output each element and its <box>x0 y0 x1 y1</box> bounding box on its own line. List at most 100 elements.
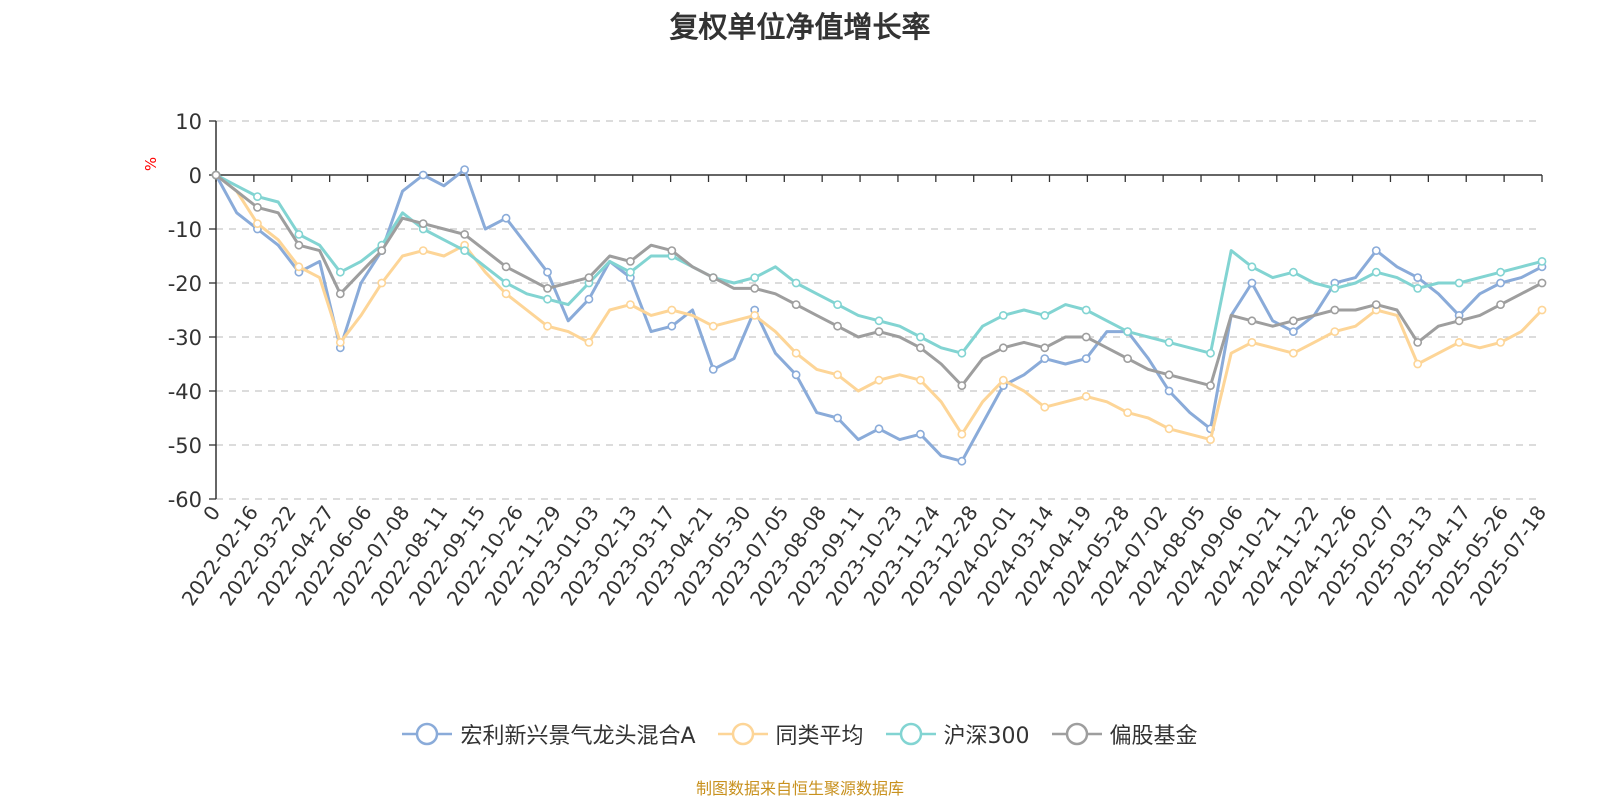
legend-label: 偏股基金 <box>1109 724 1198 749</box>
series-point <box>1081 354 1091 363</box>
series-point <box>211 170 221 180</box>
series-point <box>1413 359 1423 369</box>
series-point <box>1164 424 1174 434</box>
legend-item[interactable]: 沪深300 <box>885 718 1030 750</box>
series-point <box>1247 262 1257 272</box>
series-point <box>625 267 635 277</box>
series-point <box>1164 386 1174 396</box>
series-point <box>1123 408 1133 417</box>
series-point <box>1081 305 1091 315</box>
series-point <box>625 300 635 309</box>
series-point <box>584 294 594 304</box>
series-point <box>708 321 718 331</box>
legend-item[interactable]: 同类平均 <box>717 718 864 750</box>
series-point <box>1330 327 1340 336</box>
series-point <box>874 327 884 336</box>
legend-item[interactable]: 偏股基金 <box>1051 718 1198 750</box>
series-point <box>294 229 304 239</box>
series-point <box>1371 246 1381 255</box>
series-point <box>294 240 304 250</box>
series-point <box>501 262 511 272</box>
series-point <box>625 256 635 266</box>
series-point <box>1206 435 1215 444</box>
series-line-2 <box>215 173 1544 442</box>
series-point <box>916 332 925 342</box>
series-point <box>1040 343 1050 353</box>
y-tick-label: -20 <box>168 272 202 296</box>
series-point <box>1496 267 1505 277</box>
series-point <box>1123 354 1133 363</box>
series-point <box>791 348 801 358</box>
series-point <box>1206 348 1215 358</box>
series-point <box>833 413 842 423</box>
series-point <box>543 283 552 293</box>
series-point <box>916 343 925 353</box>
series-point <box>1247 278 1257 288</box>
series-point <box>1247 316 1257 326</box>
series-point <box>460 229 470 239</box>
series-point <box>916 429 925 439</box>
y-tick-label: -60 <box>168 488 202 512</box>
series-point <box>998 343 1008 353</box>
series-point <box>501 278 511 288</box>
legend-label: 同类平均 <box>775 724 864 749</box>
series-point <box>833 300 842 309</box>
series-point <box>1454 278 1464 288</box>
series-point <box>874 375 884 385</box>
y-tick-label: 0 <box>189 164 202 188</box>
series-point <box>1288 348 1298 358</box>
series-point <box>1371 267 1381 277</box>
series-point <box>708 364 718 374</box>
series-point <box>418 170 428 180</box>
series-point <box>1081 391 1091 401</box>
x-tick-label: 0 <box>198 501 225 525</box>
y-tick-label: -30 <box>168 326 202 350</box>
series-point <box>1288 267 1298 277</box>
series-point <box>874 316 884 326</box>
series-point <box>501 289 511 299</box>
series-point <box>1040 402 1050 412</box>
series-point <box>1413 283 1423 293</box>
series-point <box>1454 337 1464 347</box>
series-point <box>791 300 801 309</box>
legend: 宏利新兴景气龙头混合A 同类平均 沪深300 偏股基金 <box>0 718 1600 750</box>
y-tick-label: -50 <box>168 434 202 458</box>
series-point <box>418 246 428 255</box>
legend-label: 沪深300 <box>943 724 1030 749</box>
legend-item[interactable]: 宏利新兴景气龙头混合A <box>402 718 696 750</box>
legend-swatch <box>717 722 768 746</box>
legend-swatch <box>402 722 453 746</box>
series-point <box>1413 337 1423 347</box>
series-point <box>998 310 1008 320</box>
series-point <box>543 321 552 331</box>
series-point <box>833 321 842 331</box>
axes: 100-10-20-30-40-50-6002022-02-162022-03-… <box>168 110 1551 610</box>
series-point <box>667 321 677 331</box>
series-point <box>1330 283 1340 293</box>
series-point <box>1413 273 1423 282</box>
series-point <box>1537 278 1547 288</box>
series-point <box>335 267 345 277</box>
series-point <box>1247 337 1257 347</box>
series-line-3 <box>215 173 1543 355</box>
series-point <box>335 337 345 347</box>
series-point <box>294 262 304 272</box>
series-point <box>1330 305 1340 315</box>
series-point <box>791 370 801 380</box>
legend-swatch <box>885 722 936 746</box>
series-line-1 <box>214 168 1543 463</box>
series-point <box>667 246 677 255</box>
series-point <box>998 375 1008 385</box>
series-point <box>1496 278 1505 288</box>
chart-title: 复权单位净值增长率 <box>669 10 931 44</box>
series-point <box>1288 316 1298 326</box>
series-point <box>377 246 387 255</box>
series-point <box>957 456 967 466</box>
series-point <box>957 381 967 390</box>
series-point <box>1081 332 1091 342</box>
y-tick-label: -40 <box>168 380 202 404</box>
series-point <box>791 278 801 288</box>
series-point <box>1288 327 1298 336</box>
series-point <box>957 429 967 439</box>
